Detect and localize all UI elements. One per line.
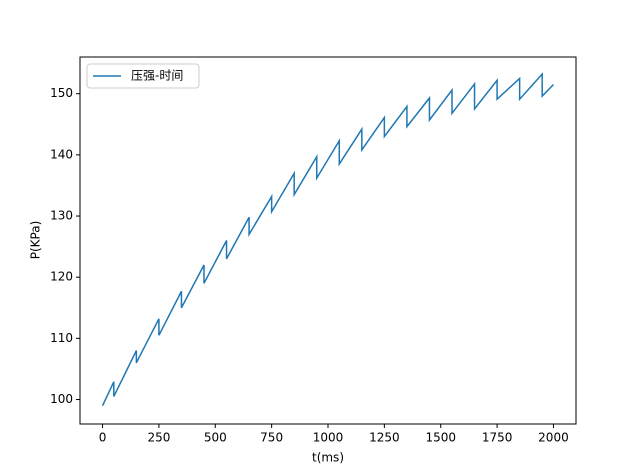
y-tick-label: 140 bbox=[50, 147, 73, 161]
y-tick-label: 100 bbox=[50, 392, 73, 406]
x-tick-label: 250 bbox=[147, 431, 170, 445]
x-tick-label: 0 bbox=[99, 431, 107, 445]
x-tick-label: 1500 bbox=[425, 431, 456, 445]
y-axis-label: P(KPa) bbox=[29, 221, 43, 260]
plot-frame bbox=[79, 56, 577, 425]
x-tick-label: 500 bbox=[204, 431, 227, 445]
y-tick-label: 110 bbox=[50, 331, 73, 345]
x-tick-label: 750 bbox=[260, 431, 283, 445]
y-tick-label: 150 bbox=[50, 86, 73, 100]
y-tick-label: 120 bbox=[50, 270, 73, 284]
x-axis-label: t(ms) bbox=[312, 451, 344, 465]
x-tick-label: 1750 bbox=[482, 431, 513, 445]
y-tick-label: 130 bbox=[50, 209, 73, 223]
x-tick-label: 2000 bbox=[538, 431, 569, 445]
data-line bbox=[101, 72, 554, 406]
legend-box bbox=[86, 63, 200, 89]
legend-label: 压强-时间 bbox=[131, 69, 183, 83]
x-tick-label: 1000 bbox=[313, 431, 344, 445]
x-tick-label: 1250 bbox=[369, 431, 400, 445]
